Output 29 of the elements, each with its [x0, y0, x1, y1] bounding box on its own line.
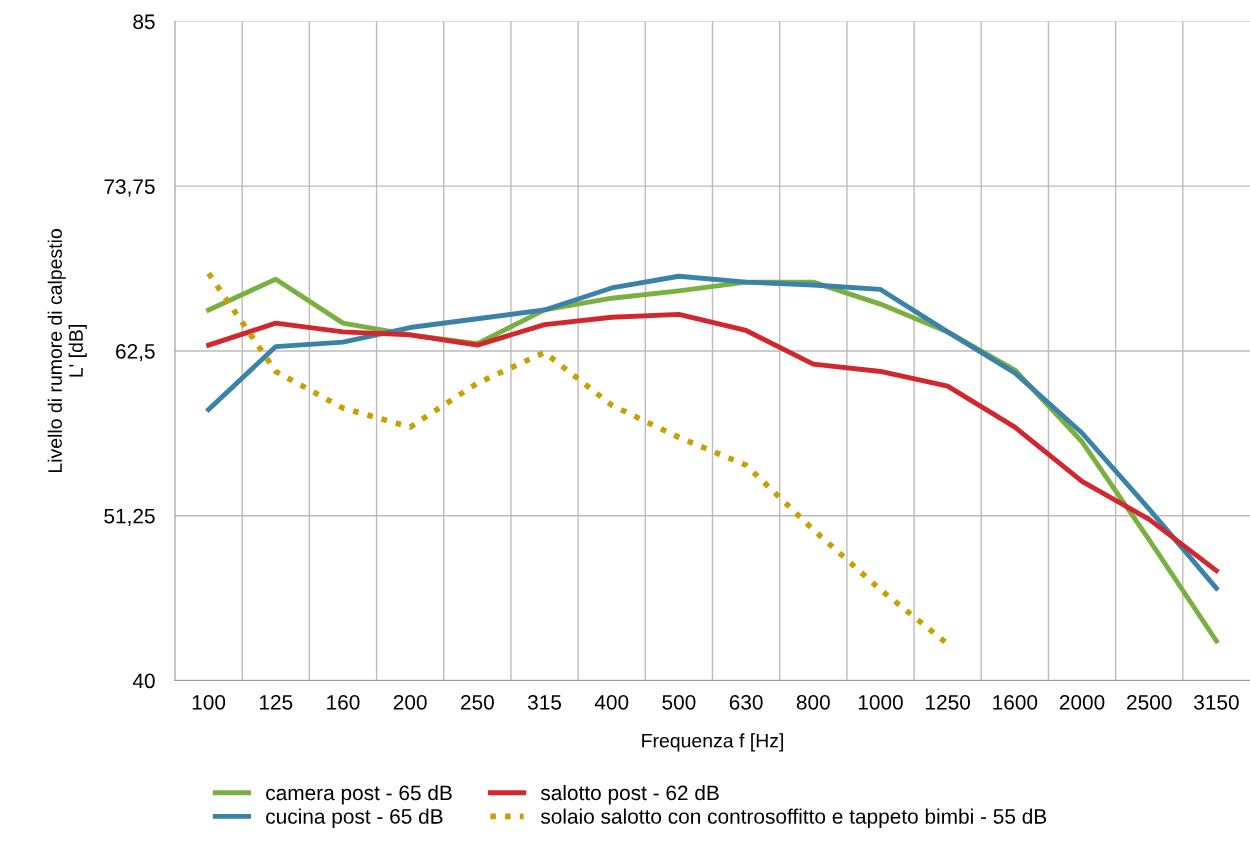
x-tick-label: 315 — [527, 694, 562, 710]
x-tick-label: 200 — [393, 694, 427, 710]
x-tick-label: 500 — [662, 694, 696, 710]
x-tick-label: 160 — [327, 694, 360, 710]
x-tick-label: 1600 — [993, 694, 1038, 710]
x-tick-label: 3150 — [1194, 694, 1239, 710]
y-tick-label: 85 — [133, 14, 155, 30]
y-tick-label: 73,75 — [104, 179, 155, 197]
legend-label: salotto post - 62 dB — [540, 784, 719, 805]
x-tick-label: 630 — [729, 694, 763, 710]
x-tick-label: 2500 — [1127, 694, 1172, 710]
legend-label: solaio salotto con controsoffitto e tappeto bimbi - 55 dB — [540, 808, 1047, 828]
x-tick-label: 800 — [796, 694, 830, 710]
y-axis-title: Livello di rumore di calpestio L' [dB] — [47, 229, 87, 473]
y-tick-label: 51,25 — [104, 508, 155, 526]
x-tick-label: 100 — [192, 694, 226, 710]
x-tick-label: 1000 — [858, 694, 903, 710]
legend-label: camera post - 65 dB — [266, 784, 452, 805]
line-series — [206, 273, 1219, 591]
legend-label: cucina post - 65 dB — [266, 808, 443, 828]
y-tick-label: 62,5 — [116, 343, 155, 362]
x-tick-label: 125 — [259, 694, 293, 710]
x-axis-title: Frequenza f [Hz] — [642, 733, 783, 752]
x-tick-label: 1250 — [926, 694, 971, 710]
x-tick-label: 250 — [461, 694, 494, 710]
x-tick-label: 400 — [594, 694, 629, 710]
x-tick-label: 2000 — [1059, 694, 1105, 710]
line-series — [206, 311, 1219, 574]
y-tick-label: 40 — [132, 673, 155, 689]
